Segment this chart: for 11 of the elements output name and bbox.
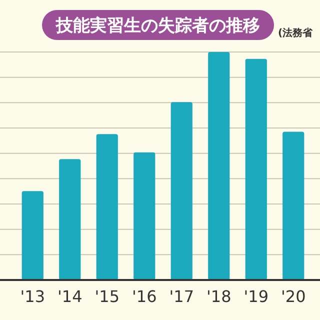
text: (法務省 (278, 27, 314, 39)
title: 技能実習生の失踪者の推移 (42, 10, 274, 40)
x-tick-label: '19 (244, 287, 269, 306)
x-tick-label: '13 (20, 287, 46, 306)
x-tick-label: '20 (280, 287, 306, 306)
x-tick-label: '14 (57, 287, 82, 306)
x-tick-label: '17 (169, 287, 194, 306)
chart-title: 技能実習生の失踪者の推移 (55, 16, 260, 36)
x-tick-label: '16 (132, 287, 157, 306)
x-tick-label: '18 (206, 287, 232, 306)
x-tick-label: '15 (94, 287, 120, 306)
